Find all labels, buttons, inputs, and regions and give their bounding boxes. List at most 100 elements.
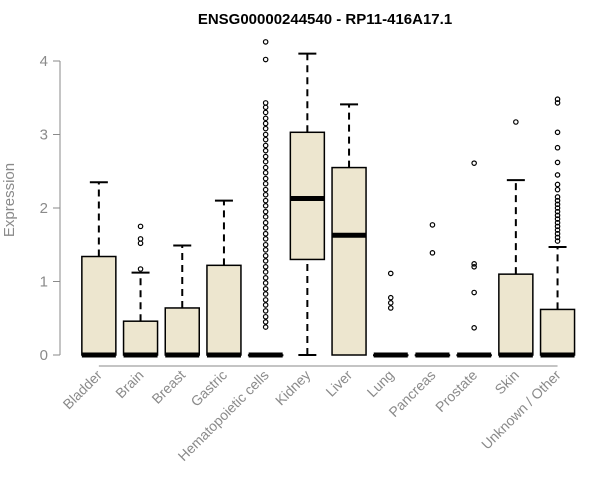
outlier-point <box>262 208 269 215</box>
outlier-point <box>387 300 394 306</box>
outlier-point <box>262 191 269 198</box>
box-iqr <box>331 166 367 356</box>
box-brain <box>122 223 159 358</box>
outlier-point <box>262 319 269 325</box>
y-axis-label: Expression <box>1 163 18 237</box>
outlier-point <box>554 212 561 219</box>
outlier-point <box>262 56 269 63</box>
box-iqr <box>81 255 117 356</box>
outlier-point <box>554 216 561 222</box>
box-hematopoietic-cells <box>247 39 284 358</box>
x-tick-label: Kidney <box>272 367 314 409</box>
outlier-point <box>262 180 269 187</box>
outlier-point <box>262 297 269 303</box>
y-tick-label: 0 <box>40 347 48 364</box>
y-tick-label: 2 <box>40 200 48 217</box>
outlier-point <box>554 100 561 106</box>
outlier-point <box>262 275 269 281</box>
outlier-point <box>554 129 561 136</box>
outlier-point <box>554 227 561 233</box>
box-iqr <box>206 264 242 356</box>
x-tick-label: Prostate <box>432 367 480 415</box>
outlier-point <box>554 181 561 188</box>
outlier-point <box>262 197 269 204</box>
outlier-point <box>262 153 269 160</box>
outlier-point <box>262 258 269 264</box>
outlier-point <box>554 96 561 103</box>
outlier-point <box>387 305 394 311</box>
outlier-point <box>262 225 269 231</box>
outlier-point <box>262 104 269 111</box>
outlier-point <box>471 289 477 296</box>
box-breast <box>164 244 200 358</box>
outlier-point <box>262 241 269 248</box>
box-skin <box>498 119 534 358</box>
outlier-point <box>554 208 561 215</box>
box-iqr <box>498 273 534 356</box>
outlier-point <box>262 109 269 116</box>
outlier-point <box>262 39 269 45</box>
outlier-point <box>262 164 269 171</box>
outlier-point <box>554 223 561 230</box>
outlier-point <box>554 230 561 237</box>
outlier-point <box>262 136 269 143</box>
outlier-point <box>513 119 519 125</box>
outlier-point <box>262 169 269 176</box>
plot-area <box>81 39 576 358</box>
box-liver <box>331 103 367 356</box>
outlier-point <box>471 325 477 331</box>
outlier-point <box>554 144 561 151</box>
outlier-point <box>554 201 561 208</box>
box-pancreas <box>414 222 451 358</box>
outlier-point <box>262 147 269 154</box>
outlier-point <box>262 115 269 122</box>
box-lung <box>373 270 409 358</box>
outlier-point <box>262 252 269 259</box>
outlier-point <box>554 186 561 193</box>
box-unknown-other <box>539 96 576 358</box>
outlier-point <box>262 280 269 286</box>
outlier-point <box>429 250 436 256</box>
outlier-point <box>471 160 477 166</box>
outlier-point <box>262 247 269 253</box>
outlier-point <box>262 120 269 127</box>
x-tick-label: Liver <box>322 367 355 400</box>
outlier-point <box>262 263 269 270</box>
outlier-point <box>554 197 561 204</box>
x-tick-label: Bladder <box>60 367 106 413</box>
x-tick-label: Breast <box>148 367 188 407</box>
outlier-point <box>137 223 144 230</box>
outlier-point <box>137 236 144 242</box>
outlier-point <box>429 222 436 228</box>
outlier-point <box>262 125 269 132</box>
outlier-point <box>262 100 269 106</box>
box-iqr <box>122 320 159 356</box>
outlier-point <box>554 172 561 178</box>
x-tick-label: Brain <box>112 367 146 401</box>
outlier-point <box>471 263 477 270</box>
outlier-point <box>554 205 561 211</box>
outlier-point <box>262 291 269 297</box>
outlier-point <box>554 194 561 200</box>
outlier-point <box>262 202 269 209</box>
outlier-point <box>262 158 269 165</box>
outlier-point <box>262 286 269 292</box>
box-gastric <box>206 199 242 358</box>
outlier-point <box>262 302 269 308</box>
y-tick-label: 3 <box>40 127 48 144</box>
box-prostate <box>456 160 492 358</box>
outlier-point <box>262 230 269 237</box>
box-iqr <box>289 131 326 261</box>
outlier-point <box>554 219 561 226</box>
y-tick-label: 4 <box>40 53 48 70</box>
outlier-point <box>262 214 269 220</box>
outlier-point <box>262 131 269 138</box>
outlier-point <box>262 313 269 320</box>
outlier-point <box>262 142 269 149</box>
outlier-point <box>262 186 269 193</box>
outlier-point <box>262 269 269 275</box>
chart-title: ENSG00000244540 - RP11-416A17.1 <box>198 11 452 28</box>
outlier-point <box>387 270 394 277</box>
